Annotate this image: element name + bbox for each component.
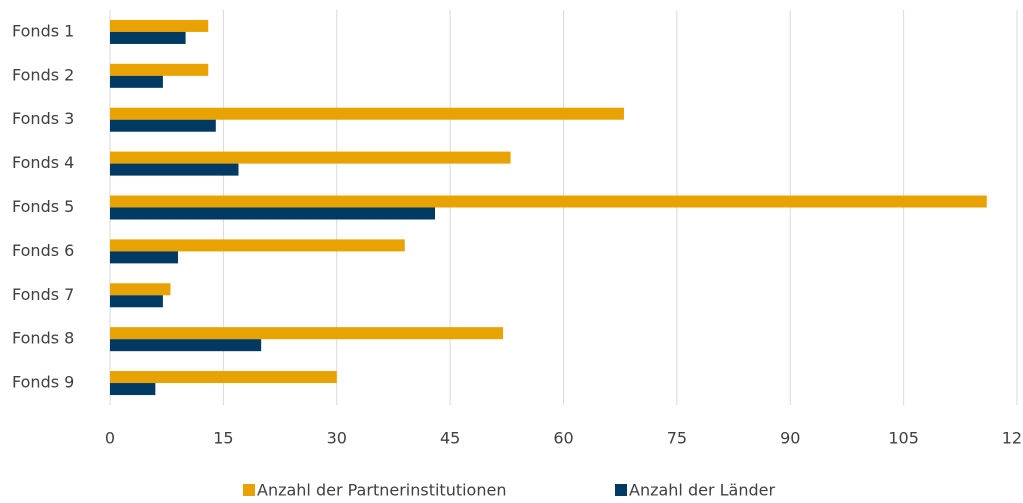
legend-label: Anzahl der Partnerinstitutionen <box>257 481 506 500</box>
y-tick-label: Fonds 7 <box>12 285 74 304</box>
bar <box>110 327 504 340</box>
x-tick-label: 15 <box>213 429 233 448</box>
y-tick-label: Fonds 9 <box>12 373 74 392</box>
x-tick-label: 45 <box>440 429 460 448</box>
legend-swatch <box>615 484 627 496</box>
bar <box>110 19 209 32</box>
bar <box>110 151 511 164</box>
x-tick-label: 75 <box>667 429 687 448</box>
x-tick-label: 105 <box>888 429 919 448</box>
bar <box>110 251 179 264</box>
bar <box>110 119 216 132</box>
bar <box>110 383 156 396</box>
x-tick-label: 90 <box>780 429 800 448</box>
x-tick-label: 0 <box>105 429 115 448</box>
x-tick-label: 60 <box>553 429 573 448</box>
bar <box>110 339 262 352</box>
y-tick-label: Fonds 3 <box>12 109 74 128</box>
bar <box>110 195 987 208</box>
y-tick-label: Fonds 1 <box>12 21 74 40</box>
bar <box>110 283 171 296</box>
bar <box>110 295 163 308</box>
legend-swatch <box>243 484 255 496</box>
x-tick-label: 120 <box>1002 429 1023 448</box>
y-tick-label: Fonds 6 <box>12 241 74 260</box>
legend-label: Anzahl der Länder <box>629 481 775 500</box>
bar <box>110 207 436 220</box>
bar <box>110 31 186 44</box>
y-tick-label: Fonds 4 <box>12 153 74 172</box>
bar <box>110 371 337 384</box>
y-tick-label: Fonds 8 <box>12 329 74 348</box>
bar <box>110 63 209 76</box>
y-tick-label: Fonds 5 <box>12 197 74 216</box>
bar <box>110 239 405 252</box>
y-tick-label: Fonds 2 <box>12 65 74 84</box>
bar <box>110 75 163 88</box>
x-tick-label: 30 <box>327 429 347 448</box>
bar <box>110 107 624 120</box>
bar <box>110 163 239 176</box>
